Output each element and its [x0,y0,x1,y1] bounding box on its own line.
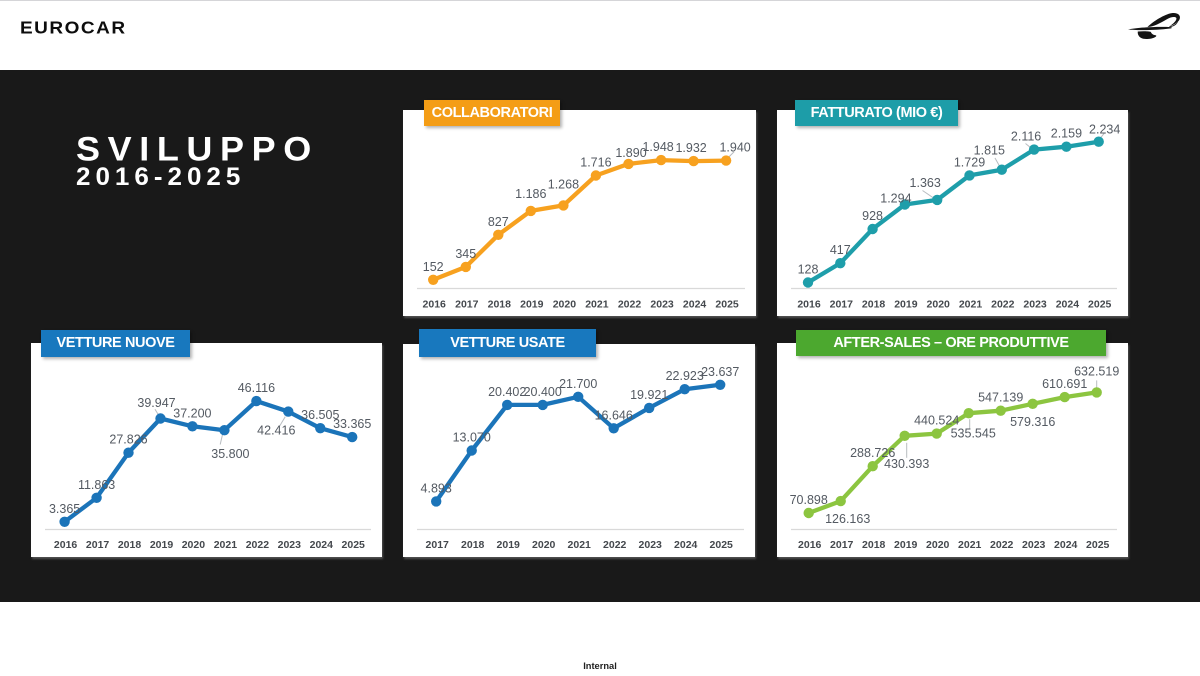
svg-text:547.139: 547.139 [978,391,1023,405]
svg-text:2017: 2017 [455,299,479,311]
svg-text:2020: 2020 [553,299,577,311]
svg-text:288.726: 288.726 [850,446,895,460]
svg-text:2019: 2019 [894,299,918,311]
svg-text:23.637: 23.637 [701,365,739,379]
svg-text:1.948: 1.948 [642,140,673,154]
svg-text:2024: 2024 [1054,539,1078,551]
svg-text:1.268: 1.268 [548,177,579,191]
svg-text:430.393: 430.393 [884,457,929,471]
svg-text:1.716: 1.716 [580,156,611,170]
svg-text:20.402: 20.402 [488,385,526,399]
svg-text:2018: 2018 [862,539,886,551]
svg-text:2020: 2020 [926,539,950,551]
svg-text:2025: 2025 [1086,539,1110,551]
svg-text:2024: 2024 [683,299,707,311]
svg-text:13.070: 13.070 [453,431,491,445]
svg-text:2022: 2022 [990,539,1014,551]
svg-text:2021: 2021 [959,299,983,311]
svg-text:42.416: 42.416 [257,424,295,438]
svg-text:2023: 2023 [639,539,663,551]
svg-text:2017: 2017 [426,539,450,551]
svg-text:2018: 2018 [488,299,512,311]
svg-text:2023: 2023 [278,539,302,551]
svg-text:1.890: 1.890 [615,146,646,160]
svg-text:46.116: 46.116 [238,381,275,395]
svg-text:126.163: 126.163 [825,512,870,526]
svg-text:417: 417 [830,243,851,257]
svg-text:2025: 2025 [715,299,739,311]
svg-text:2018: 2018 [461,539,485,551]
svg-text:27.826: 27.826 [109,433,147,447]
svg-text:2021: 2021 [585,299,609,311]
svg-text:2018: 2018 [862,299,886,311]
svg-text:2016: 2016 [798,539,822,551]
svg-text:3.365: 3.365 [49,502,80,516]
svg-text:2019: 2019 [520,299,544,311]
svg-text:70.898: 70.898 [790,493,828,507]
svg-text:2025: 2025 [342,539,366,551]
svg-text:2017: 2017 [830,299,854,311]
svg-text:2020: 2020 [927,299,951,311]
svg-text:1.940: 1.940 [719,141,750,155]
svg-text:2016: 2016 [54,539,78,551]
svg-text:128: 128 [798,263,819,277]
svg-text:827: 827 [488,215,509,229]
svg-text:22.923: 22.923 [666,369,704,383]
svg-text:579.316: 579.316 [1010,415,1055,429]
svg-text:2025: 2025 [710,539,734,551]
svg-text:2022: 2022 [618,299,642,311]
svg-text:2023: 2023 [650,299,674,311]
svg-text:2021: 2021 [568,539,592,551]
svg-text:928: 928 [862,209,883,223]
svg-text:2022: 2022 [603,539,627,551]
svg-text:2021: 2021 [214,539,238,551]
svg-text:2016: 2016 [423,299,447,311]
svg-text:36.505: 36.505 [301,408,339,422]
svg-text:2.116: 2.116 [1011,130,1041,144]
svg-text:535.545: 535.545 [951,427,996,441]
svg-text:2019: 2019 [894,539,918,551]
svg-text:2021: 2021 [958,539,982,551]
svg-text:2.234: 2.234 [1089,123,1120,137]
svg-text:1.186: 1.186 [515,187,546,201]
svg-text:16.646: 16.646 [595,408,633,422]
svg-text:2017: 2017 [86,539,110,551]
svg-text:37.200: 37.200 [173,406,211,420]
svg-text:2022: 2022 [991,299,1015,311]
svg-text:1.815: 1.815 [974,144,1005,158]
svg-text:2024: 2024 [1056,299,1080,311]
svg-text:2019: 2019 [150,539,174,551]
svg-text:345: 345 [455,247,476,261]
svg-text:33.365: 33.365 [333,417,371,431]
svg-text:39.947: 39.947 [137,396,175,410]
svg-text:20.400: 20.400 [524,385,562,399]
svg-text:19.921: 19.921 [630,388,668,402]
svg-text:2017: 2017 [830,539,854,551]
svg-text:2023: 2023 [1023,299,1047,311]
svg-text:4.893: 4.893 [421,481,452,495]
svg-text:610.691: 610.691 [1042,377,1087,391]
svg-text:152: 152 [423,260,444,274]
svg-text:2.159: 2.159 [1051,127,1082,141]
svg-text:1.729: 1.729 [954,155,985,169]
svg-text:21.700: 21.700 [559,377,597,391]
svg-text:1.294: 1.294 [880,192,911,206]
svg-text:2025: 2025 [1088,299,1112,311]
svg-text:1.932: 1.932 [675,141,706,155]
svg-text:2019: 2019 [497,539,521,551]
svg-text:440.524: 440.524 [914,414,959,428]
svg-text:2022: 2022 [246,539,270,551]
svg-text:2024: 2024 [674,539,698,551]
svg-text:35.800: 35.800 [211,447,249,461]
svg-text:2016: 2016 [797,299,821,311]
svg-text:1.363: 1.363 [910,176,941,190]
svg-text:11.863: 11.863 [78,478,115,492]
svg-text:2023: 2023 [1022,539,1046,551]
svg-text:632.519: 632.519 [1074,364,1119,378]
svg-text:2024: 2024 [310,539,334,551]
svg-text:2018: 2018 [118,539,142,551]
svg-text:2020: 2020 [182,539,206,551]
svg-text:2020: 2020 [532,539,556,551]
